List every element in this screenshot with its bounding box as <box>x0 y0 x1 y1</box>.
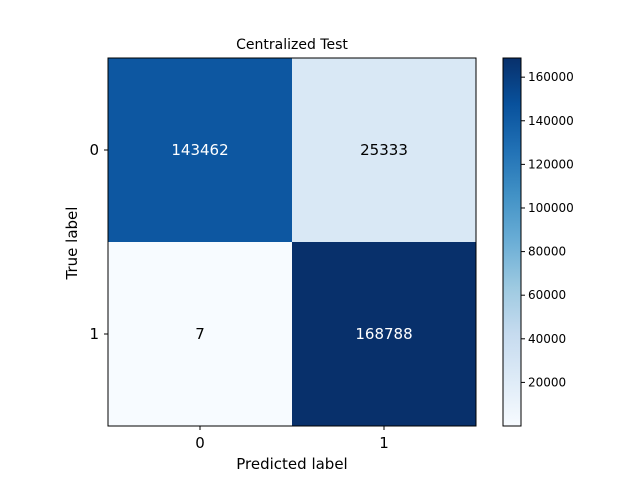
heatmap-cell-0-0 <box>108 58 292 242</box>
cell-value-label-1-1: 168788 <box>355 325 412 343</box>
x-tick-label-1: 1 <box>379 434 389 452</box>
heatmap-cell-1-1 <box>292 242 476 426</box>
heatmap-cell-1-0 <box>108 242 292 426</box>
heatmap-cell-0-1 <box>292 58 476 242</box>
colorbar-tick-label-6: 140000 <box>528 114 574 128</box>
chart-title: Centralized Test <box>236 37 348 53</box>
x-axis-label: Predicted label <box>236 455 347 473</box>
colorbar-tick-label-0: 20000 <box>528 375 566 389</box>
plot-frame <box>107 57 477 427</box>
colorbar-tick-label-5: 120000 <box>528 157 574 171</box>
y-tick-label-1: 1 <box>89 325 99 343</box>
colorbar-tick-label-4: 100000 <box>528 201 574 215</box>
cell-value-label-0-1: 25333 <box>360 141 408 159</box>
y-tick-label-0: 0 <box>89 141 99 159</box>
colorbar-tick-label-1: 40000 <box>528 332 566 346</box>
y-axis-ticks: 01 <box>89 141 108 343</box>
colorbar-ticks: 20000 40000 60000 80000 100000 120000 140000 16… <box>521 70 574 389</box>
cell-value-label-1-0: 7 <box>195 325 205 343</box>
colorbar-tick-label-3: 80000 <box>528 245 566 259</box>
heatmap-cell-labels: 143462 25333 7 168788 <box>171 141 412 343</box>
x-tick-label-0: 0 <box>195 434 205 452</box>
colorbar-tick-label-7: 160000 <box>528 70 574 84</box>
cell-value-label-0-0: 143462 <box>171 141 228 159</box>
heatmap-cells <box>108 58 476 426</box>
colorbar-tick-label-2: 60000 <box>528 288 566 302</box>
y-axis-label: True label <box>63 207 81 281</box>
colorbar <box>502 57 522 427</box>
